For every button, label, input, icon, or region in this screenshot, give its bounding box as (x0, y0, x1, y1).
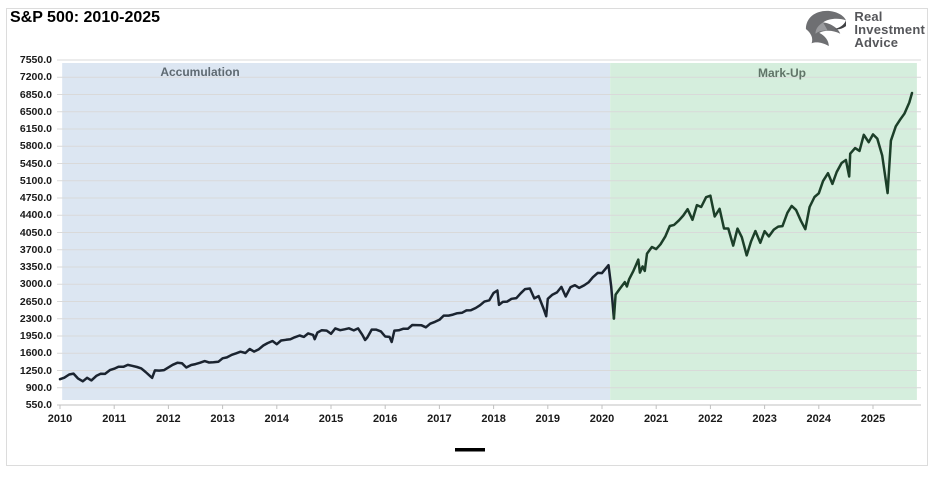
y-tick-label: 3700.0 (19, 243, 52, 256)
chart-border (6, 8, 928, 466)
x-tick-label: 2015 (318, 413, 344, 425)
y-tick-label: 5800.0 (19, 140, 52, 153)
x-tick-label: 2016 (372, 413, 398, 425)
y-tick-label: 2650.0 (19, 295, 52, 308)
x-tick-label: 2010 (47, 413, 73, 425)
y-tick-label: 7200.0 (19, 71, 52, 84)
accumulation-band (62, 63, 611, 400)
y-tick-label: 5100.0 (19, 174, 52, 187)
y-tick-label: 4050.0 (19, 226, 52, 239)
price-line-markup-phase (612, 91, 914, 320)
y-tick-label: 5450.0 (19, 157, 52, 170)
eagle-icon (806, 10, 847, 47)
brand-word-real: Real (854, 8, 883, 24)
x-tick-label: 2014 (264, 413, 290, 425)
y-tick-label: 1250.0 (19, 364, 52, 377)
y-tick-label: 900.0 (25, 381, 52, 394)
x-tick-label: 2017 (427, 413, 452, 425)
region-label-markup: Mark-Up (757, 66, 806, 80)
x-tick-label: 2013 (210, 413, 235, 425)
y-tick-label: 3350.0 (19, 261, 52, 273)
region-label-accumulation: Accumulation (160, 65, 240, 79)
y-tick-label: 1600.0 (19, 347, 52, 360)
y-tick-label: 2300.0 (19, 312, 52, 325)
y-tick-label: 1950.0 (19, 330, 52, 342)
x-tick-label: 2023 (752, 413, 777, 425)
x-tick-label: 2025 (860, 413, 886, 425)
y-tick-label: 6850.0 (19, 88, 52, 101)
brand-word-advice: Advice (854, 34, 899, 50)
x-tick-label: 2020 (589, 413, 615, 425)
y-tick-label: 550.0 (25, 399, 52, 411)
x-tick-label: 2021 (643, 413, 669, 425)
y-tick-label: 4750.0 (19, 192, 52, 204)
x-tick-label: 2012 (156, 413, 181, 425)
x-tick-label: 2022 (698, 413, 723, 425)
y-tick-label: 3000.0 (19, 278, 52, 291)
chart-title: S&P 500: 2010-2025 (10, 9, 161, 26)
brand-word-investment: Investment (854, 21, 925, 37)
legend-line-marker (455, 448, 485, 452)
x-tick-label: 2024 (806, 413, 832, 425)
y-tick-label: 6150.0 (19, 123, 52, 135)
y-tick-label: 6500.0 (19, 105, 52, 118)
x-tick-label: 2011 (102, 413, 127, 425)
y-tick-label: 7550.0 (19, 54, 52, 66)
brand-logo: Real Investment Advice (802, 8, 925, 50)
x-tick-label: 2018 (481, 413, 506, 425)
price-line-accumulation-phase (58, 263, 616, 383)
x-tick-label: 2019 (535, 413, 561, 425)
y-tick-label: 4400.0 (19, 209, 52, 222)
brand-logo-text: Real Investment Advice (854, 10, 925, 49)
